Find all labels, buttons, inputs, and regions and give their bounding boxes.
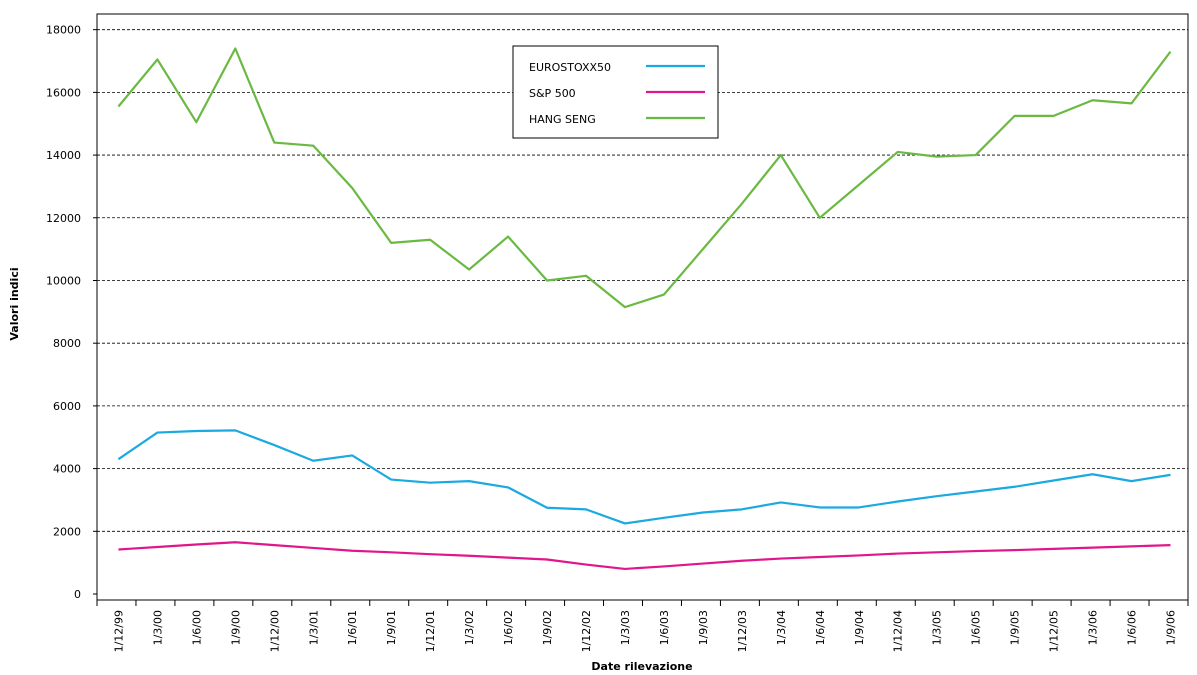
x-tick-label: 1/6/01 [346, 610, 359, 645]
x-tick-label: 1/9/06 [1164, 610, 1177, 645]
y-tick-label: 4000 [53, 463, 81, 476]
x-tick-label: 1/12/02 [580, 610, 593, 652]
x-tick-label: 1/3/00 [151, 610, 164, 645]
x-tick-label: 1/12/99 [112, 610, 125, 652]
x-tick-label: 1/6/05 [970, 610, 983, 645]
series-line [117, 47, 1172, 309]
plot-frame [96, 13, 1189, 600]
legend-label: HANG SENG [529, 113, 596, 126]
y-tick-label: 6000 [53, 400, 81, 413]
legend-label: S&P 500 [529, 87, 576, 100]
y-tick-label: 8000 [53, 337, 81, 350]
x-tick-label: 1/9/05 [1009, 610, 1022, 645]
y-tick-label: 10000 [46, 274, 81, 287]
x-tick-label: 1/3/06 [1087, 610, 1100, 645]
x-tick-label: 1/12/00 [268, 610, 281, 652]
x-tick-label: 1/6/03 [658, 610, 671, 645]
x-tick-label: 1/3/05 [931, 610, 944, 645]
y-tick-label: 14000 [46, 149, 81, 162]
x-tick-label: 1/6/00 [190, 610, 203, 645]
x-axis-label: Date rilevazione [591, 660, 692, 673]
x-tick-label: 1/3/01 [307, 610, 320, 645]
x-tick-label: 1/9/01 [385, 610, 398, 645]
y-tick-label: 16000 [46, 86, 81, 99]
x-tick-label: 1/9/04 [853, 610, 866, 645]
x-tick-label: 1/12/01 [424, 610, 437, 652]
y-tick-label: 18000 [46, 24, 81, 37]
y-tick-label: 12000 [46, 212, 81, 225]
x-tick-label: 1/3/03 [619, 610, 632, 645]
x-tick-label: 1/6/02 [502, 610, 515, 645]
x-tick-label: 1/12/03 [736, 610, 749, 652]
x-tick-label: 1/9/02 [541, 610, 554, 645]
x-tick-label: 1/12/04 [892, 610, 905, 652]
series-line [117, 429, 1171, 525]
x-tick-label: 1/12/05 [1048, 610, 1061, 652]
x-tick-label: 1/6/04 [814, 610, 827, 645]
x-tick-label: 1/9/03 [697, 610, 710, 645]
y-tick-label: 0 [74, 588, 81, 601]
legend-label: EUROSTOXX50 [529, 61, 611, 74]
x-tick-label: 1/3/04 [775, 610, 788, 645]
x-tick-label: 1/3/02 [463, 610, 476, 645]
series-line [118, 541, 1171, 571]
y-axis-label: Valori indici [8, 267, 21, 340]
y-tick-label: 2000 [53, 525, 81, 538]
x-tick-label: 1/9/00 [229, 610, 242, 645]
x-tick-label: 1/6/06 [1126, 610, 1139, 645]
